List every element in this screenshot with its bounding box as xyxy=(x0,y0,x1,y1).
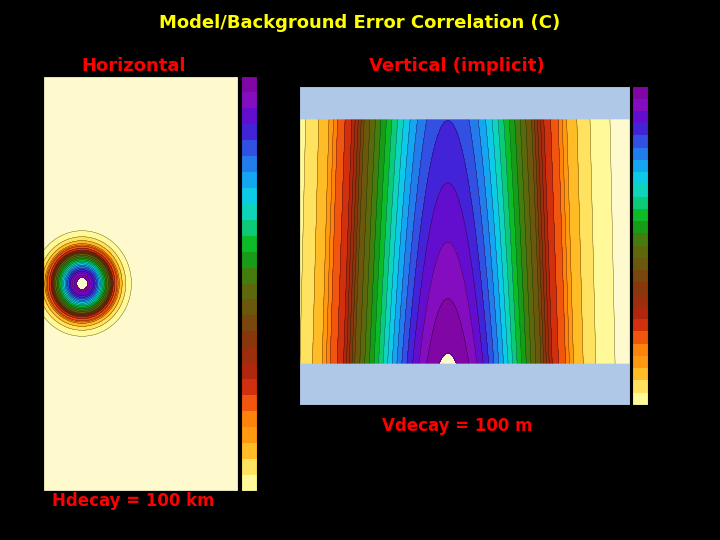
Bar xyxy=(299,86,630,118)
Text: I=001
J=300: I=001 J=300 xyxy=(302,67,323,80)
Text: Hdecay = 100 km: Hdecay = 100 km xyxy=(52,492,215,510)
Text: I=035
J=034: I=035 J=034 xyxy=(580,67,602,80)
Bar xyxy=(299,86,630,118)
Text: Min= 3.00223E+02  Max= 1.00005E+00: Min= 3.00223E+02 Max= 1.00005E+00 xyxy=(45,508,158,513)
X-axis label: 0 00 Day: 0 00 Day xyxy=(122,515,159,524)
Text: Vertical (implicit): Vertical (implicit) xyxy=(369,57,545,75)
Bar xyxy=(299,363,630,405)
Text: Vdecay = 100 m: Vdecay = 100 m xyxy=(382,417,533,435)
Text: Model/Background Error Correlation (C): Model/Background Error Correlation (C) xyxy=(159,14,561,31)
Text: Horizontal: Horizontal xyxy=(81,57,186,75)
Bar xyxy=(299,363,630,405)
X-axis label: 0 20 Day: 0 20 Day xyxy=(446,429,483,437)
